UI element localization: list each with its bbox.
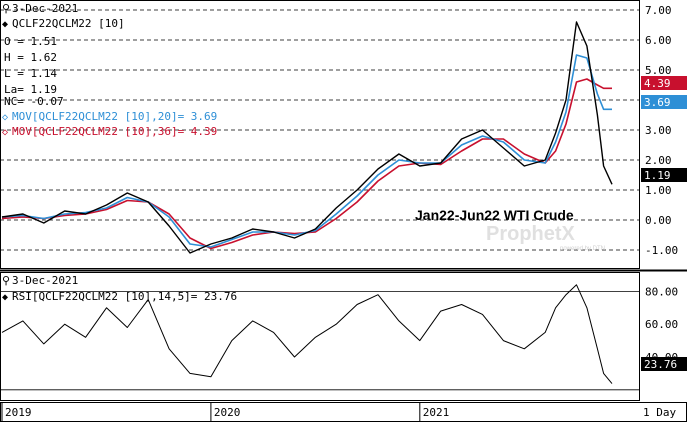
- last-value: La= 1.19: [4, 83, 57, 96]
- price-legend: ⚲ 3-Dec-2021 ◆ QCLF22QCLM22 [10] O = 1.5…: [2, 2, 217, 138]
- x-axis-label: 2020: [214, 406, 241, 419]
- rsi-diamond-icon: ◆: [2, 292, 8, 303]
- badge-mov20: 3.69: [641, 95, 687, 109]
- rsi-legend: ⚲ 3-Dec-2021 ◆ RSI[QCLF22QCLM22 [10],14,…: [2, 274, 237, 303]
- x-axis: 2019 2020 2021: [1, 402, 450, 421]
- badge-mov20-text: 3.69: [644, 96, 671, 109]
- badge-last-text: 1.19: [644, 169, 671, 182]
- price-series-group: [1, 21, 613, 254]
- interval-label[interactable]: 1 Day: [643, 406, 676, 419]
- low-value: L = 1.14: [4, 67, 57, 80]
- price-symbol: QCLF22QCLM22 [10]: [12, 17, 125, 30]
- magnifier-icon[interactable]: ⚲: [2, 2, 10, 15]
- mov36-label: MOV[QCLF22QCLM22 [10],36]= 4.39: [12, 125, 217, 138]
- price-gridlines: [0, 9, 640, 251]
- rsi-label: RSI[QCLF22QCLM22 [10],14,5]= 23.76: [12, 290, 237, 303]
- rsi-y-tick-label: 80.00: [645, 285, 678, 298]
- x-axis-label: 2021: [423, 406, 450, 419]
- badge-rsi-text: 23.76: [644, 358, 677, 371]
- rsi-series-group: [1, 284, 613, 384]
- price-date: 3-Dec-2021: [12, 2, 78, 15]
- badge-last: 1.19: [641, 168, 687, 182]
- price-y-tick-label: 3.00: [645, 124, 672, 137]
- mov20-diamond-icon: ◇: [2, 112, 8, 123]
- high-value: H = 1.62: [4, 51, 57, 64]
- badge-mov36-text: 4.39: [644, 77, 671, 90]
- mov36-diamond-icon: ◇: [2, 127, 8, 138]
- price-y-axis: -1.000.001.002.003.004.005.006.007.00: [645, 4, 678, 257]
- badge-rsi: 23.76: [641, 357, 687, 371]
- price-y-tick-label: 0.00: [645, 214, 672, 227]
- badge-mov36: 4.39: [641, 76, 687, 90]
- x-axis-label: 2019: [5, 406, 32, 419]
- price-y-tick-label: -1.00: [645, 244, 678, 257]
- net-change-value: NC= -0.07: [4, 95, 64, 108]
- watermark: ProphetX: [486, 223, 576, 245]
- open-value: O = 1.51: [4, 35, 57, 48]
- chart-annotation: Jan22-Jun22 WTI Crude: [415, 207, 574, 223]
- price-series-line-1: [1, 54, 612, 248]
- price-y-tick-label: 7.00: [645, 4, 672, 17]
- price-y-tick-label: 2.00: [645, 154, 672, 167]
- rsi-gridlines: [0, 290, 640, 391]
- rsi-pane-frame: [0, 272, 640, 401]
- price-series-line-2: [1, 78, 612, 250]
- diamond-icon: ◆: [2, 19, 8, 30]
- rsi-series-line: [1, 284, 613, 384]
- mov20-label: MOV[QCLF22QCLM22 [10],20]= 3.69: [12, 110, 217, 123]
- watermark-sub: powered by DTN: [560, 246, 605, 252]
- price-y-tick-label: 6.00: [645, 34, 672, 47]
- x-axis-bar: [0, 402, 687, 422]
- price-y-tick-label: 5.00: [645, 64, 672, 77]
- rsi-magnifier-icon[interactable]: ⚲: [2, 274, 10, 287]
- price-series-line-0: [1, 21, 613, 254]
- price-y-tick-label: 1.00: [645, 184, 672, 197]
- rsi-y-tick-label: 60.00: [645, 318, 678, 331]
- rsi-date: 3-Dec-2021: [12, 274, 78, 287]
